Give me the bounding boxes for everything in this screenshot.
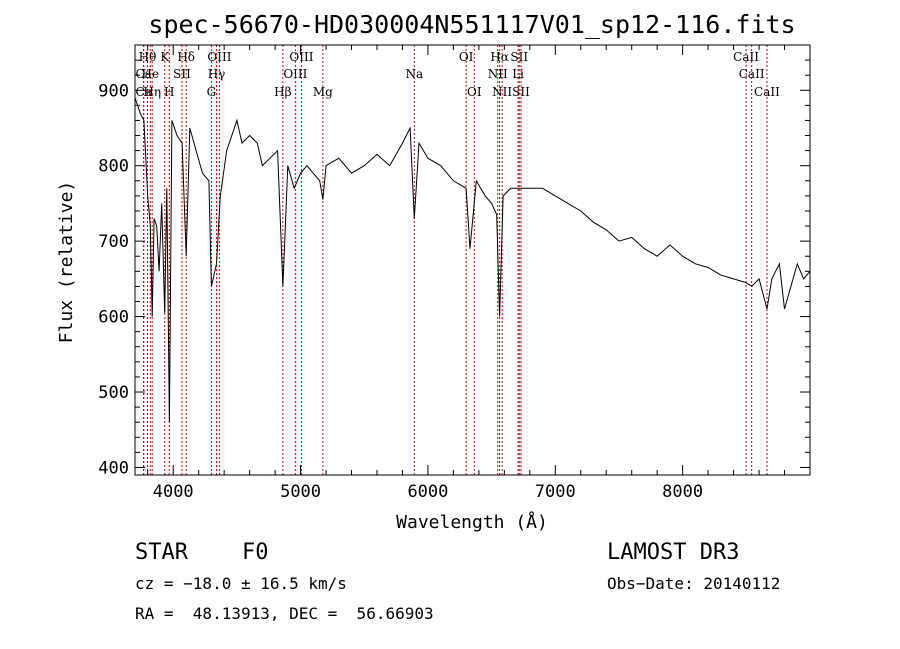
line-label: Li — [512, 67, 524, 81]
survey-name: LAMOST DR3 — [607, 540, 740, 565]
x-axis-ticks: 4000 5000 6000 7000 8000 — [147, 45, 786, 502]
x-axis-label: Wavelength (Å) — [396, 511, 548, 533]
line-label: Ca — [135, 67, 151, 81]
line-label: He — [141, 67, 159, 81]
y-axis-ticks: 400 500 600 700 800 900 — [98, 59, 810, 478]
y-tick-label: 700 — [98, 232, 129, 252]
line-label: CaII — [739, 67, 765, 81]
line-label: Hγ — [208, 67, 226, 81]
y-tick-label: 600 — [98, 308, 129, 328]
redshift-velocity: cz = −18.0 ± 16.5 km/s — [135, 574, 347, 593]
line-label: Ca — [135, 85, 151, 99]
line-label: SII — [173, 67, 191, 81]
line-label: CaII — [754, 85, 780, 99]
line-label: NII — [492, 85, 512, 99]
line-label: Hα — [490, 50, 509, 64]
y-tick-label: 500 — [98, 383, 129, 403]
line-label: K — [160, 50, 170, 64]
x-tick-label: 7000 — [535, 482, 576, 502]
line-label: OIII — [283, 67, 307, 81]
line-label: CaII — [733, 50, 759, 64]
plot-frame — [134, 44, 811, 476]
line-label: H — [164, 85, 174, 99]
line-markers — [143, 45, 768, 475]
chart-title: spec-56670-HD030004N551117V01_sp12-116.f… — [148, 10, 795, 39]
line-label: Mg — [313, 85, 333, 99]
line-label: Hβ — [274, 85, 291, 99]
line-label: Hη — [143, 85, 161, 99]
line-label: OI — [467, 85, 482, 99]
object-class: STAR — [135, 540, 188, 565]
y-tick-label: 400 — [98, 458, 129, 478]
line-label: OIII — [207, 50, 231, 64]
x-tick-label: 5000 — [280, 482, 321, 502]
coordinates: RA = 48.13913, DEC = 56.66903 — [135, 604, 434, 623]
line-label: SII — [510, 50, 528, 64]
line-label: Na — [405, 67, 423, 81]
line-label: Hδ — [177, 50, 195, 64]
line-label: Hθ — [139, 50, 157, 64]
line-label: SII — [512, 85, 530, 99]
spectrum-line — [134, 97, 811, 423]
line-label: OIII — [289, 50, 313, 64]
y-tick-label: 800 — [98, 157, 129, 177]
y-tick-label: 900 — [98, 81, 129, 101]
line-label: NII — [488, 67, 508, 81]
x-tick-label: 6000 — [407, 482, 448, 502]
object-subclass: F0 — [242, 540, 269, 565]
line-label: OI — [459, 50, 474, 64]
x-tick-label: 4000 — [153, 482, 194, 502]
y-axis-label: Flux (relative) — [56, 181, 77, 344]
x-tick-label: 8000 — [662, 482, 703, 502]
observation-date: Obs−Date: 20140112 — [607, 574, 781, 593]
line-label: G — [207, 85, 217, 99]
